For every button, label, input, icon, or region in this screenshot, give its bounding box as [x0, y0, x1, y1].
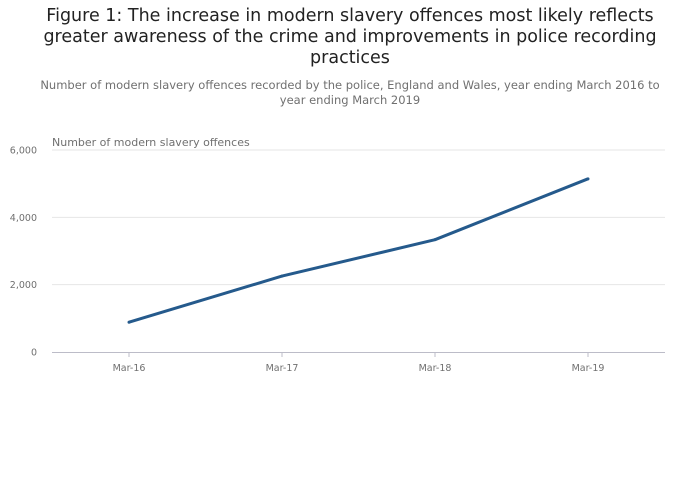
y-tick-label: 2,000: [10, 280, 37, 291]
data-point: [433, 238, 437, 242]
y-tick-label: 4,000: [10, 213, 37, 224]
y-axis-title: Number of modern slavery offences: [52, 136, 250, 149]
x-tick-label: Mar-16: [113, 363, 146, 374]
x-tick-label: Mar-18: [419, 363, 452, 374]
x-tick-label: Mar-19: [572, 363, 605, 374]
x-tick-label: Mar-17: [266, 363, 299, 374]
y-tick-label: 0: [31, 348, 37, 359]
data-point: [127, 320, 131, 324]
data-point: [280, 274, 284, 278]
series-line: [128, 177, 589, 324]
chart-subtitle: Number of modern slavery offences record…: [40, 78, 660, 107]
y-tick-label: 6,000: [10, 146, 37, 157]
chart-title: Figure 1: The increase in modern slavery…: [43, 6, 657, 68]
data-point: [586, 177, 590, 181]
